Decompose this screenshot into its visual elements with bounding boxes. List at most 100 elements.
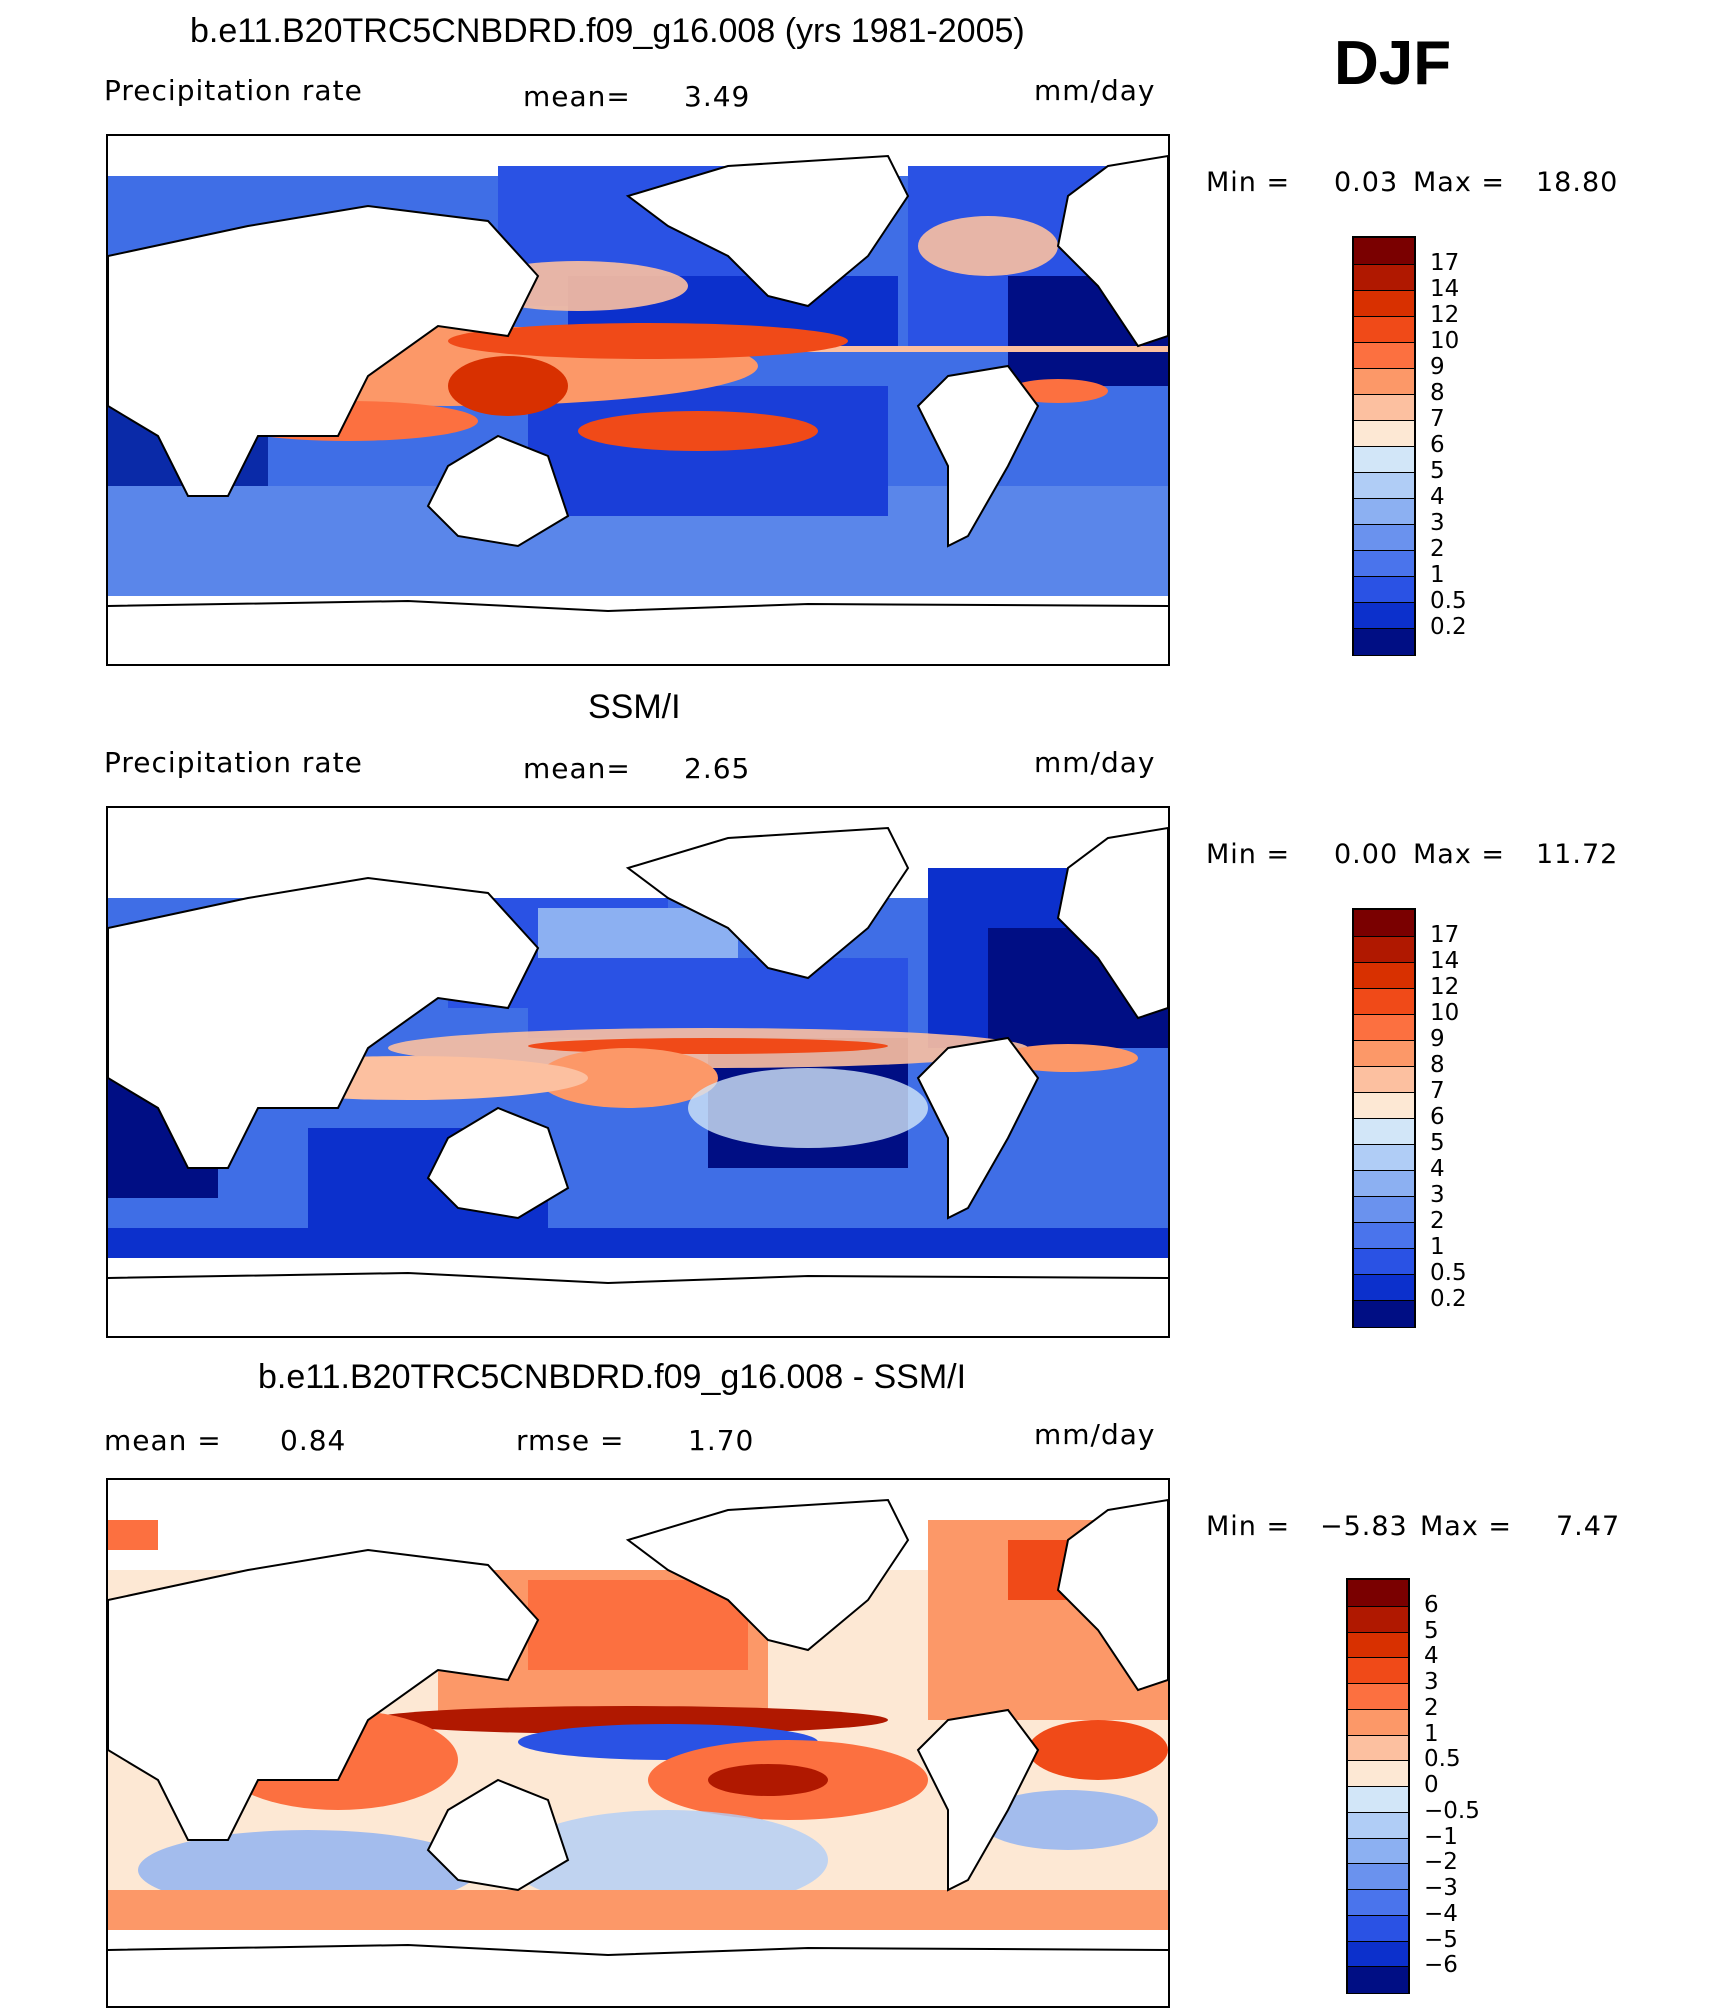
colorbar-tick-label: −0.5 xyxy=(1424,1797,1480,1824)
panel3-rmse-value: 1.70 xyxy=(688,1424,755,1457)
panel1-title: b.e11.B20TRC5CNBDRD.f09_g16.008 (yrs 198… xyxy=(190,12,1025,50)
colorbar-cell xyxy=(1348,1889,1408,1916)
colorbar-cell xyxy=(1354,1170,1414,1197)
panel1-max-value: 18.80 xyxy=(1536,167,1619,198)
colorbar-tick-label: 10 xyxy=(1430,328,1460,354)
panel1-map xyxy=(106,134,1170,666)
panel3-units: mm/day xyxy=(1034,1418,1156,1451)
panel3-mean-label: mean = xyxy=(104,1424,222,1457)
colorbar-cell xyxy=(1354,316,1414,343)
panel1-mean-label: mean= xyxy=(523,80,631,113)
colorbar-cell xyxy=(1354,420,1414,447)
colorbar-tick-label: 17 xyxy=(1430,922,1460,948)
colorbar-cell xyxy=(1354,988,1414,1015)
panel2-colorbar xyxy=(1352,908,1416,1328)
colorbar-tick-label: 14 xyxy=(1430,276,1460,302)
colorbar-cell xyxy=(1348,1657,1408,1684)
panel3-map xyxy=(106,1478,1170,2008)
colorbar-cell xyxy=(1354,342,1414,369)
colorbar-cell xyxy=(1354,1222,1414,1249)
panel2-max-label: Max = xyxy=(1413,839,1506,870)
colorbar-tick-label: 3 xyxy=(1424,1669,1439,1695)
colorbar-cell xyxy=(1348,1683,1408,1710)
panel2-min-value: 0.00 xyxy=(1334,839,1399,870)
colorbar-cell xyxy=(1354,1300,1414,1327)
colorbar-cell xyxy=(1354,1196,1414,1223)
colorbar-cell xyxy=(1354,936,1414,963)
panel2-title: SSM/I xyxy=(588,688,681,726)
colorbar-cell xyxy=(1348,1863,1408,1890)
colorbar-cell xyxy=(1354,1092,1414,1119)
colorbar-tick-label: 0.2 xyxy=(1430,1286,1467,1312)
colorbar-tick-label: 4 xyxy=(1430,1156,1445,1182)
colorbar-tick-label: −6 xyxy=(1424,1952,1458,1979)
colorbar-tick-label: −2 xyxy=(1424,1849,1458,1876)
colorbar-tick-label: −3 xyxy=(1424,1875,1458,1901)
panel2-mean-label: mean= xyxy=(523,752,631,785)
panel1-map-svg xyxy=(108,136,1168,664)
colorbar-cell xyxy=(1348,1966,1408,1993)
colorbar-tick-label: 4 xyxy=(1424,1643,1439,1670)
colorbar-tick-label: 12 xyxy=(1430,302,1460,328)
colorbar-cell xyxy=(1348,1708,1408,1736)
colorbar-tick-label: 0.5 xyxy=(1430,1260,1467,1286)
panel2-variable-label: Precipitation rate xyxy=(104,746,363,779)
colorbar-tick-label: 7 xyxy=(1430,406,1445,432)
colorbar-tick-label: 8 xyxy=(1430,380,1445,406)
colorbar-tick-label: 3 xyxy=(1430,510,1445,536)
colorbar-cell xyxy=(1348,1940,1408,1968)
colorbar-cell xyxy=(1354,1014,1414,1041)
panel3-min-label: Min = xyxy=(1206,1511,1291,1542)
colorbar-cell xyxy=(1348,1631,1408,1659)
colorbar-cell xyxy=(1354,524,1414,551)
colorbar-tick-label: −1 xyxy=(1424,1823,1458,1850)
panel2-mean-value: 2.65 xyxy=(684,752,751,785)
colorbar-cell xyxy=(1348,1914,1408,1942)
colorbar-tick-label: 17 xyxy=(1430,250,1460,276)
colorbar-tick-label: 8 xyxy=(1430,1052,1445,1078)
colorbar-tick-label: 7 xyxy=(1430,1078,1445,1104)
colorbar-cell xyxy=(1354,472,1414,499)
colorbar-cell xyxy=(1354,602,1414,629)
colorbar-cell xyxy=(1354,1274,1414,1301)
colorbar-cell xyxy=(1354,910,1414,937)
colorbar-tick-label: 0 xyxy=(1424,1772,1439,1798)
colorbar-cell xyxy=(1354,576,1414,603)
colorbar-tick-label: 5 xyxy=(1430,458,1445,484)
season-label: DJF xyxy=(1334,29,1452,98)
colorbar-cell xyxy=(1348,1786,1408,1813)
panel2-min-label: Min = xyxy=(1206,839,1291,870)
colorbar-tick-label: 2 xyxy=(1430,1208,1445,1234)
colorbar-cell xyxy=(1348,1734,1408,1762)
panel3-map-svg xyxy=(108,1480,1168,2006)
colorbar-cell xyxy=(1354,628,1414,655)
panel3-max-value: 7.47 xyxy=(1556,1511,1621,1542)
colorbar-tick-label: −5 xyxy=(1424,1926,1458,1953)
colorbar-tick-label: 12 xyxy=(1430,974,1460,1000)
colorbar-tick-label: 9 xyxy=(1430,1026,1445,1052)
colorbar-tick-label: 1 xyxy=(1430,1234,1445,1260)
panel1-min-label: Min = xyxy=(1206,167,1291,198)
colorbar-cell xyxy=(1354,550,1414,577)
panel1-max-label: Max = xyxy=(1413,167,1506,198)
panel3-colorbar xyxy=(1346,1578,1410,1994)
colorbar-cell xyxy=(1354,498,1414,525)
colorbar-tick-label: 6 xyxy=(1430,1104,1445,1130)
panel3-max-label: Max = xyxy=(1420,1511,1513,1542)
colorbar-cell xyxy=(1348,1760,1408,1787)
colorbar-tick-label: 0.5 xyxy=(1424,1746,1461,1773)
panel3-rmse-label: rmse = xyxy=(516,1424,625,1457)
colorbar-cell xyxy=(1354,238,1414,265)
colorbar-tick-label: 0.5 xyxy=(1430,588,1467,614)
colorbar-cell xyxy=(1354,290,1414,317)
colorbar-cell xyxy=(1354,962,1414,989)
colorbar-cell xyxy=(1348,1811,1408,1839)
colorbar-tick-label: −4 xyxy=(1424,1900,1458,1927)
colorbar-cell xyxy=(1354,1066,1414,1093)
colorbar-tick-label: 9 xyxy=(1430,354,1445,380)
panel1-units: mm/day xyxy=(1034,74,1156,107)
colorbar-cell xyxy=(1354,446,1414,473)
colorbar-tick-label: 4 xyxy=(1430,484,1445,510)
colorbar-tick-label: 10 xyxy=(1430,1000,1460,1026)
panel2-map xyxy=(106,806,1170,1338)
